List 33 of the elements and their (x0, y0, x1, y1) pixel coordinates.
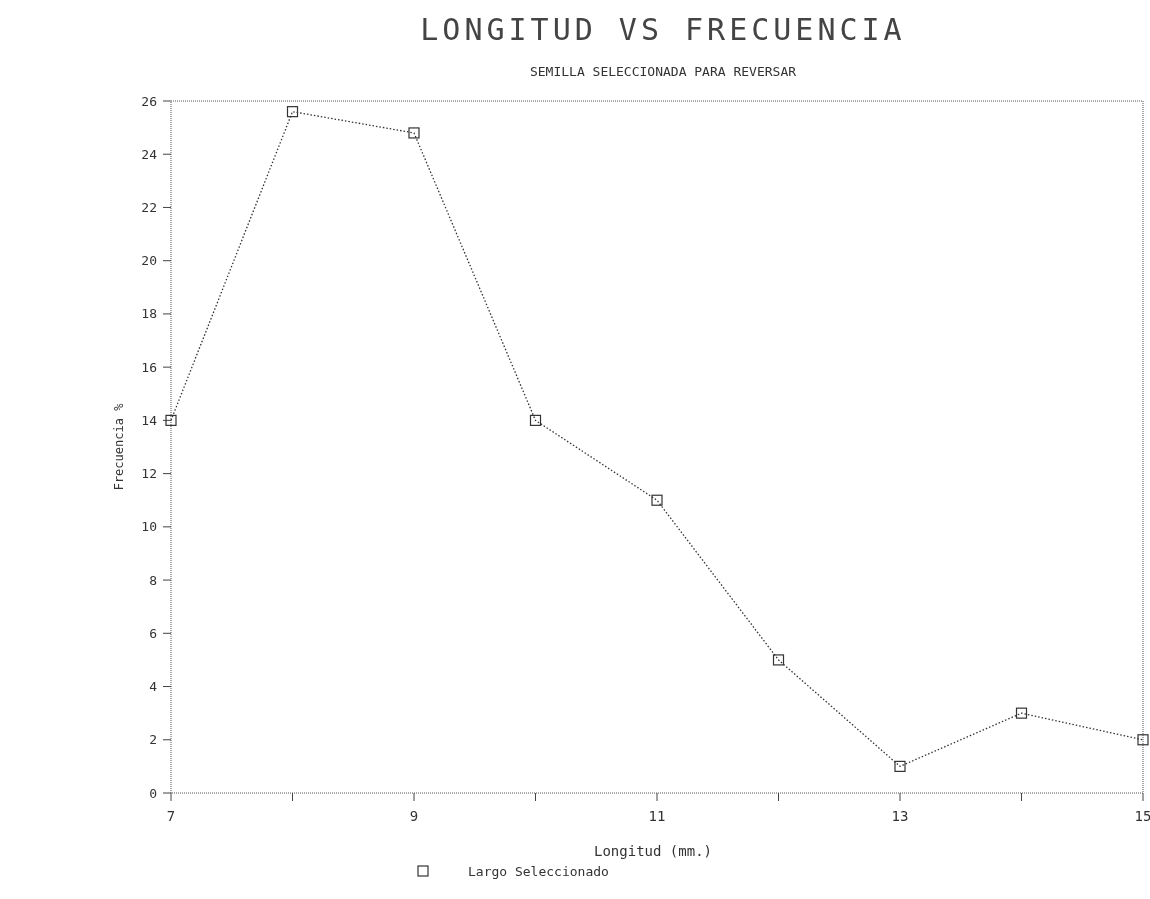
x-tick-label: 7 (166, 808, 176, 824)
y-tick-label: 12 (141, 466, 157, 482)
y-tick-label: 24 (141, 146, 158, 162)
y-tick-label: 6 (149, 625, 157, 641)
point (772, 654, 785, 666)
text: Largo Seleccionado (468, 864, 609, 879)
y-tick-label: 10 (141, 519, 157, 535)
chart-title: LONGITUD VS FRECUENCIA (420, 12, 906, 47)
y-tick-label: 0 (149, 785, 157, 801)
y-tick-label: 14 (141, 412, 158, 428)
y-tick-label: 4 (149, 679, 158, 695)
y-tick-label: 20 (141, 253, 157, 269)
y-tick-label: 22 (141, 200, 157, 216)
point (894, 760, 906, 772)
x-axis-title: Longitud (mm.) (593, 843, 713, 859)
chart-subtitle: SEMILLA SELECCIONADA PARA REVERSAR (529, 64, 797, 79)
x-tick-label: 11 (648, 808, 666, 824)
y-tick-label: 18 (141, 306, 157, 322)
y-tick-label: 16 (141, 359, 157, 375)
x-tick-label: 13 (891, 808, 909, 824)
x-tick-label: 15 (1134, 808, 1150, 824)
point (651, 494, 663, 506)
point (165, 414, 177, 426)
point (1015, 707, 1028, 719)
x-tick-label: 9 (409, 808, 419, 824)
point (1137, 734, 1149, 746)
y-axis-title: Frecuencia % (112, 402, 126, 491)
y-tick-label: 2 (149, 732, 157, 748)
point (529, 414, 542, 426)
point (286, 106, 299, 118)
point (408, 127, 420, 139)
y-tick-label: 26 (141, 93, 157, 109)
y-tick-label: 8 (149, 572, 157, 588)
